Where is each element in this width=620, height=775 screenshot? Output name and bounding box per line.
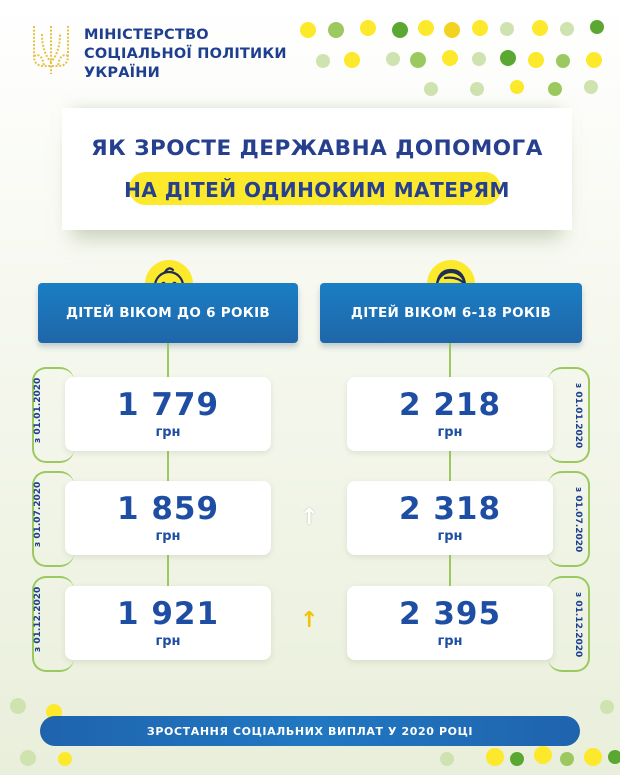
footer-text: ЗРОСТАННЯ СОЦІАЛЬНИХ ВИПЛАТ У 2020 РОЦІ bbox=[146, 724, 474, 738]
date-label: з 01.12.2020 bbox=[573, 592, 583, 658]
amount-unit: грн bbox=[155, 425, 181, 440]
date-label: з 01.12.2020 bbox=[33, 586, 43, 652]
amount-value: 2 395 bbox=[398, 596, 502, 632]
column-header-6-18: ДІТЕЙ ВІКОМ 6-18 РОКІВ bbox=[320, 283, 582, 343]
ministry-line-1: МІНІСТЕРСТВО bbox=[84, 27, 209, 43]
amount-unit: грн bbox=[437, 634, 463, 649]
ministry-logo: МІНІСТЕРСТВО СОЦІАЛЬНОЇ ПОЛІТИКИ УКРАЇНИ bbox=[30, 22, 287, 83]
trident-icon bbox=[33, 26, 69, 74]
amount-card: 1 921 грн bbox=[65, 586, 271, 660]
amount-value: 1 779 bbox=[116, 387, 220, 423]
ministry-name: МІНІСТЕРСТВО СОЦІАЛЬНОЇ ПОЛІТИКИ УКРАЇНИ bbox=[84, 26, 287, 83]
amount-unit: грн bbox=[155, 634, 181, 649]
amount-unit: грн bbox=[437, 529, 463, 544]
date-label: з 01.01.2020 bbox=[33, 377, 43, 443]
title-highlight bbox=[129, 172, 501, 205]
date-bracket bbox=[32, 471, 74, 567]
date-bracket bbox=[32, 367, 74, 463]
date-label: з 01.01.2020 bbox=[573, 383, 583, 449]
column-header-under-6: ДІТЕЙ ВІКОМ ДО 6 РОКІВ bbox=[38, 283, 298, 343]
date-bracket bbox=[548, 471, 590, 567]
connector-line bbox=[449, 343, 451, 377]
amount-value: 2 218 bbox=[398, 387, 502, 423]
date-label: з 01.07.2020 bbox=[33, 481, 43, 547]
connector-line bbox=[449, 555, 451, 586]
amount-card: 2 318 грн bbox=[347, 481, 553, 555]
connector-line bbox=[167, 451, 169, 481]
title-line-1: ЯК ЗРОСТЕ ДЕРЖАВНА ДОПОМОГА bbox=[91, 136, 543, 161]
amount-unit: грн bbox=[155, 529, 181, 544]
connector-line bbox=[449, 451, 451, 481]
amount-card: 2 218 грн bbox=[347, 377, 553, 451]
date-label: з 01.07.2020 bbox=[573, 487, 583, 553]
amount-card: 2 395 грн bbox=[347, 586, 553, 660]
footer-banner: ЗРОСТАННЯ СОЦІАЛЬНИХ ВИПЛАТ У 2020 РОЦІ bbox=[40, 716, 580, 746]
amount-card: 1 859 грн bbox=[65, 481, 271, 555]
up-arrow-icon: ↑ bbox=[300, 608, 319, 633]
ministry-line-2: СОЦІАЛЬНОЇ ПОЛІТИКИ bbox=[84, 46, 287, 62]
column-header-label: ДІТЕЙ ВІКОМ ДО 6 РОКІВ bbox=[65, 305, 271, 321]
up-arrow-icon: ↑ bbox=[300, 505, 319, 530]
date-bracket bbox=[548, 576, 590, 672]
title-banner: ЯК ЗРОСТЕ ДЕРЖАВНА ДОПОМОГА НА ДІТЕЙ ОДИ… bbox=[62, 108, 572, 230]
date-bracket bbox=[548, 367, 590, 463]
connector-line bbox=[167, 555, 169, 586]
column-header-label: ДІТЕЙ ВІКОМ 6-18 РОКІВ bbox=[350, 305, 552, 321]
amount-unit: грн bbox=[437, 425, 463, 440]
connector-line bbox=[167, 343, 169, 377]
date-bracket bbox=[32, 576, 74, 672]
amount-value: 1 921 bbox=[116, 596, 220, 632]
title-line-2: НА ДІТЕЙ ОДИНОКИМ МАТЕРЯМ bbox=[124, 178, 510, 202]
amount-card: 1 779 грн bbox=[65, 377, 271, 451]
amount-value: 1 859 bbox=[116, 491, 220, 527]
amount-value: 2 318 bbox=[398, 491, 502, 527]
ministry-line-3: УКРАЇНИ bbox=[84, 65, 160, 81]
